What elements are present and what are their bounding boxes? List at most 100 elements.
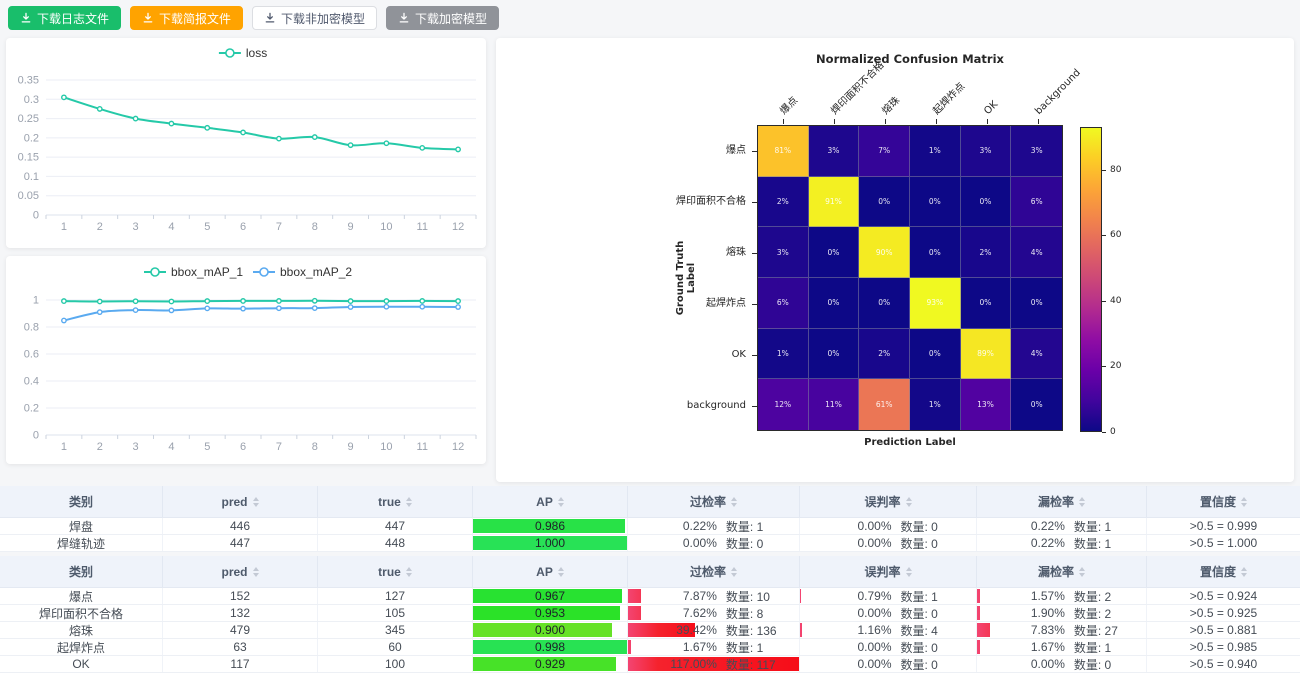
legend-item-bbox_mAP_2[interactable]: bbox_mAP_2 (253, 265, 352, 279)
rate-percent: 117.00% (628, 657, 717, 671)
column-header-true[interactable]: true (318, 486, 473, 517)
column-header-miss[interactable]: 漏检率 (977, 486, 1147, 517)
y-tick-label: 0.15 (18, 152, 39, 164)
matrix-cell: 0% (809, 278, 860, 329)
legend-item-loss[interactable]: loss (219, 46, 267, 60)
column-header-conf[interactable]: 置信度 (1147, 486, 1300, 517)
sort-icon[interactable] (1079, 567, 1085, 577)
matrix-cell: 1% (910, 379, 961, 430)
matrix-cell: 0% (910, 329, 961, 380)
x-tick-label: 1 (61, 441, 67, 453)
cell-category: 焊印面积不合格 (0, 605, 163, 621)
column-header-conf[interactable]: 置信度 (1147, 556, 1300, 587)
colorbar-tick-label: 60 (1110, 230, 1121, 240)
column-header-label: 置信度 (1200, 493, 1236, 510)
rate-percent: 0.00% (800, 640, 892, 654)
matrix-cell: 4% (1011, 329, 1062, 380)
data-point (384, 141, 388, 145)
download-brief-button[interactable]: 下载简报文件 (130, 6, 243, 30)
sort-icon[interactable] (1241, 497, 1247, 507)
download-log-button[interactable]: 下载日志文件 (8, 6, 121, 30)
download-unencrypted-model-button[interactable]: 下载非加密模型 (252, 6, 377, 30)
sort-icon[interactable] (731, 497, 737, 507)
cell-miss-rate: 0.22%数量: 1 (977, 518, 1147, 534)
ap-value: 0.998 (535, 640, 565, 654)
sort-icon[interactable] (253, 497, 259, 507)
column-header-ap[interactable]: AP (473, 486, 628, 517)
cell-conf: >0.5 = 1.000 (1147, 535, 1300, 551)
column-header-mis[interactable]: 误判率 (800, 556, 977, 587)
matrix-cell: 0% (859, 177, 910, 228)
column-header-ap[interactable]: AP (473, 556, 628, 587)
column-header-over[interactable]: 过检率 (628, 556, 800, 587)
y-tick-label: 0.2 (24, 132, 39, 144)
data-point (62, 299, 66, 303)
cell-pred: 63 (163, 639, 318, 655)
cell-true: 345 (318, 622, 473, 638)
sort-icon[interactable] (906, 497, 912, 507)
sort-icon[interactable] (1079, 497, 1085, 507)
colorbar-tick (1102, 366, 1106, 367)
y-tick-label: 0.1 (24, 171, 39, 183)
rate-percent: 0.22% (628, 519, 717, 533)
data-point (133, 116, 137, 120)
sort-icon[interactable] (906, 567, 912, 577)
column-header-over[interactable]: 过检率 (628, 486, 800, 517)
rate-percent: 0.79% (800, 589, 892, 603)
cell-miss-rate: 0.22%数量: 1 (977, 535, 1147, 551)
cell-conf: >0.5 = 0.925 (1147, 605, 1300, 621)
rate-percent: 1.67% (977, 640, 1065, 654)
column-header-pred[interactable]: pred (163, 486, 318, 517)
matrix-cell: 6% (758, 278, 809, 329)
row-label: 熔珠 (726, 246, 746, 260)
sort-icon[interactable] (1241, 567, 1247, 577)
matrix-cell: 6% (1011, 177, 1062, 228)
x-tick-label: 3 (133, 221, 139, 233)
sort-icon[interactable] (406, 567, 412, 577)
sort-icon[interactable] (558, 567, 564, 577)
axis-tick (885, 119, 886, 124)
x-tick-label: 4 (168, 221, 174, 233)
data-point (62, 95, 66, 99)
x-tick-label: 7 (276, 221, 282, 233)
rate-count: 数量: 4 (901, 622, 938, 638)
sort-icon[interactable] (731, 567, 737, 577)
cell-true: 448 (318, 535, 473, 551)
legend-item-bbox_mAP_1[interactable]: bbox_mAP_1 (144, 265, 243, 279)
x-tick-label: 5 (204, 221, 210, 233)
matrix-cell: 3% (758, 227, 809, 278)
svg-text:bbox_mAP_1: bbox_mAP_1 (171, 265, 243, 279)
matrix-cell: 12% (758, 379, 809, 430)
sort-icon[interactable] (406, 497, 412, 507)
column-header-mis[interactable]: 误判率 (800, 486, 977, 517)
column-header-miss[interactable]: 漏检率 (977, 556, 1147, 587)
data-point (420, 305, 424, 309)
rate-count: 数量: 1 (901, 588, 938, 604)
svg-text:bbox_mAP_2: bbox_mAP_2 (280, 265, 352, 279)
rate-count: 数量: 1 (726, 639, 763, 655)
matrix-cell: 0% (1011, 278, 1062, 329)
cell-conf: >0.5 = 0.985 (1147, 639, 1300, 655)
rate-percent: 1.16% (800, 623, 892, 637)
data-point (384, 299, 388, 303)
x-tick-label: 2 (97, 441, 103, 453)
column-header-pred[interactable]: pred (163, 556, 318, 587)
y-tick-label: 0.2 (24, 403, 39, 415)
x-tick-label: 8 (312, 221, 318, 233)
column-header-true[interactable]: true (318, 556, 473, 587)
y-tick-label: 1 (33, 295, 39, 307)
cell-true: 105 (318, 605, 473, 621)
download-icon (142, 12, 154, 24)
cell-miss-rate: 7.83%数量: 27 (977, 622, 1147, 638)
data-point (420, 146, 424, 150)
sort-icon[interactable] (558, 497, 564, 507)
rate-percent: 1.67% (628, 640, 717, 654)
sort-icon[interactable] (253, 567, 259, 577)
x-tick-label: 8 (312, 441, 318, 453)
cell-over-rate: 1.67% 数量: 1 (628, 639, 800, 655)
matrix-cell: 13% (961, 379, 1012, 430)
download-encrypted-model-button[interactable]: 下载加密模型 (386, 6, 499, 30)
cell-ap: 0.953 (473, 605, 628, 621)
